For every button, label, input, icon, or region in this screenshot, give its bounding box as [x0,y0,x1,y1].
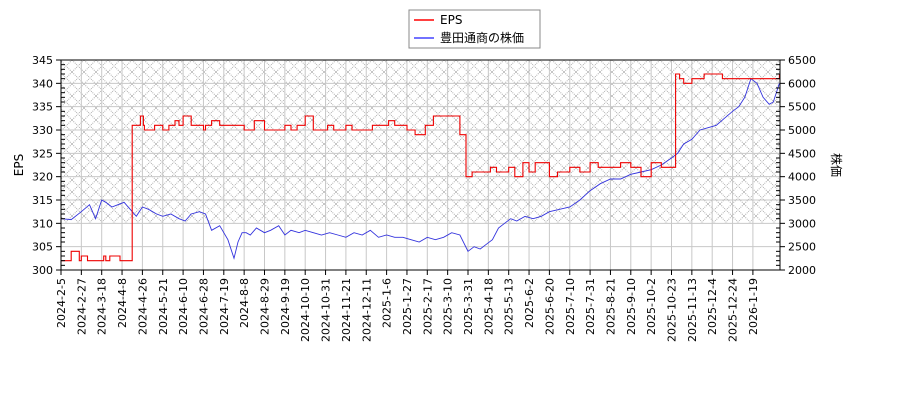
x-tick-label: 2024-4-8 [116,278,129,328]
right-y-axis: 2000 2500 3000 3500 4000 4500 5000 5500 6000 6500 [776,54,816,277]
left-tick-label: 340 [32,77,53,90]
left-y-axis: 300 305 310 315 320 325 330 335 340 345 [32,54,65,277]
x-tick-label: 2024-11-21 [340,278,353,342]
right-axis-title: 株価 [829,153,844,177]
x-tick-label: 2025-9-10 [625,278,638,335]
x-tick-label: 2025-10-2 [645,278,658,335]
x-tick-label: 2024-8-8 [238,278,251,328]
right-tick-label: 3000 [788,217,816,230]
right-tick-label: 6500 [788,54,816,67]
x-tick-label: 2025-10-23 [666,278,679,342]
eps-series-line [61,73,780,262]
x-tick-label: 2025-12-24 [727,278,740,342]
x-tick-label: 2024-9-19 [279,278,292,335]
right-tick-label: 4500 [788,147,816,160]
x-tick-label: 2025-4-18 [482,278,495,335]
x-tick-label: 2024-6-28 [197,278,210,335]
legend-eps-label: EPS [440,13,462,27]
left-tick-label: 335 [32,101,53,114]
x-tick-label: 2025-5-13 [503,278,516,335]
left-tick-label: 330 [32,124,53,137]
x-tick-label: 2025-1-6 [381,278,394,328]
x-tick-label: 2025-6-20 [543,278,556,335]
x-tick-label: 2024-7-19 [218,278,231,335]
left-tick-label: 320 [32,171,53,184]
x-tick-label: 2025-3-31 [462,278,475,335]
x-tick-label: 2024-6-10 [177,278,190,335]
right-tick-label: 5000 [788,124,816,137]
left-tick-label: 345 [32,54,53,67]
right-tick-label: 2500 [788,241,816,254]
x-tick-label: 2025-11-13 [686,278,699,342]
left-tick-label: 325 [32,147,53,160]
x-tick-label: 2024-5-21 [157,278,170,335]
legend: EPS 豊田通商の株価 [408,9,541,49]
left-tick-label: 300 [32,264,53,277]
hatched-region [61,60,780,224]
x-tick-label: 2024-3-18 [96,278,109,335]
x-tick-label: 2025-7-31 [584,278,597,335]
price-series-line [61,77,780,260]
x-tick-label: 2024-8-29 [259,278,272,335]
right-tick-label: 6000 [788,77,816,90]
left-axis-title: EPS [12,154,26,176]
plot-area [60,59,781,271]
x-tick-label: 2024-12-11 [360,278,373,342]
x-tick-label: 2024-10-10 [299,278,312,342]
left-tick-label: 305 [32,241,53,254]
x-axis: 2024-2-5 2024-2-27 2024-3-18 2024-4-8 2024-4… [55,270,760,342]
right-tick-label: 2000 [788,264,816,277]
x-tick-label: 2024-4-26 [136,278,149,335]
x-tick-label: 2025-7-10 [564,278,577,335]
x-tick-label: 2025-6-2 [523,278,536,328]
left-tick-label: 310 [32,217,53,230]
x-tick-label: 2024-10-31 [320,278,333,342]
x-tick-label: 2025-12-4 [706,278,719,335]
x-tick-label: 2025-2-17 [421,278,434,335]
left-tick-label: 315 [32,194,53,207]
x-tick-label: 2025-8-21 [604,278,617,335]
legend-price-label: 豊田通商の株価 [440,30,524,45]
x-tick-label: 2024-2-5 [55,278,68,328]
x-tick-label: 2025-1-27 [401,278,414,335]
x-tick-label: 2025-3-10 [442,278,455,335]
x-tick-label: 2024-2-27 [75,278,88,335]
right-tick-label: 4000 [788,171,816,184]
right-tick-label: 5500 [788,101,816,114]
right-tick-label: 3500 [788,194,816,207]
x-tick-label: 2026-1-19 [747,278,760,335]
